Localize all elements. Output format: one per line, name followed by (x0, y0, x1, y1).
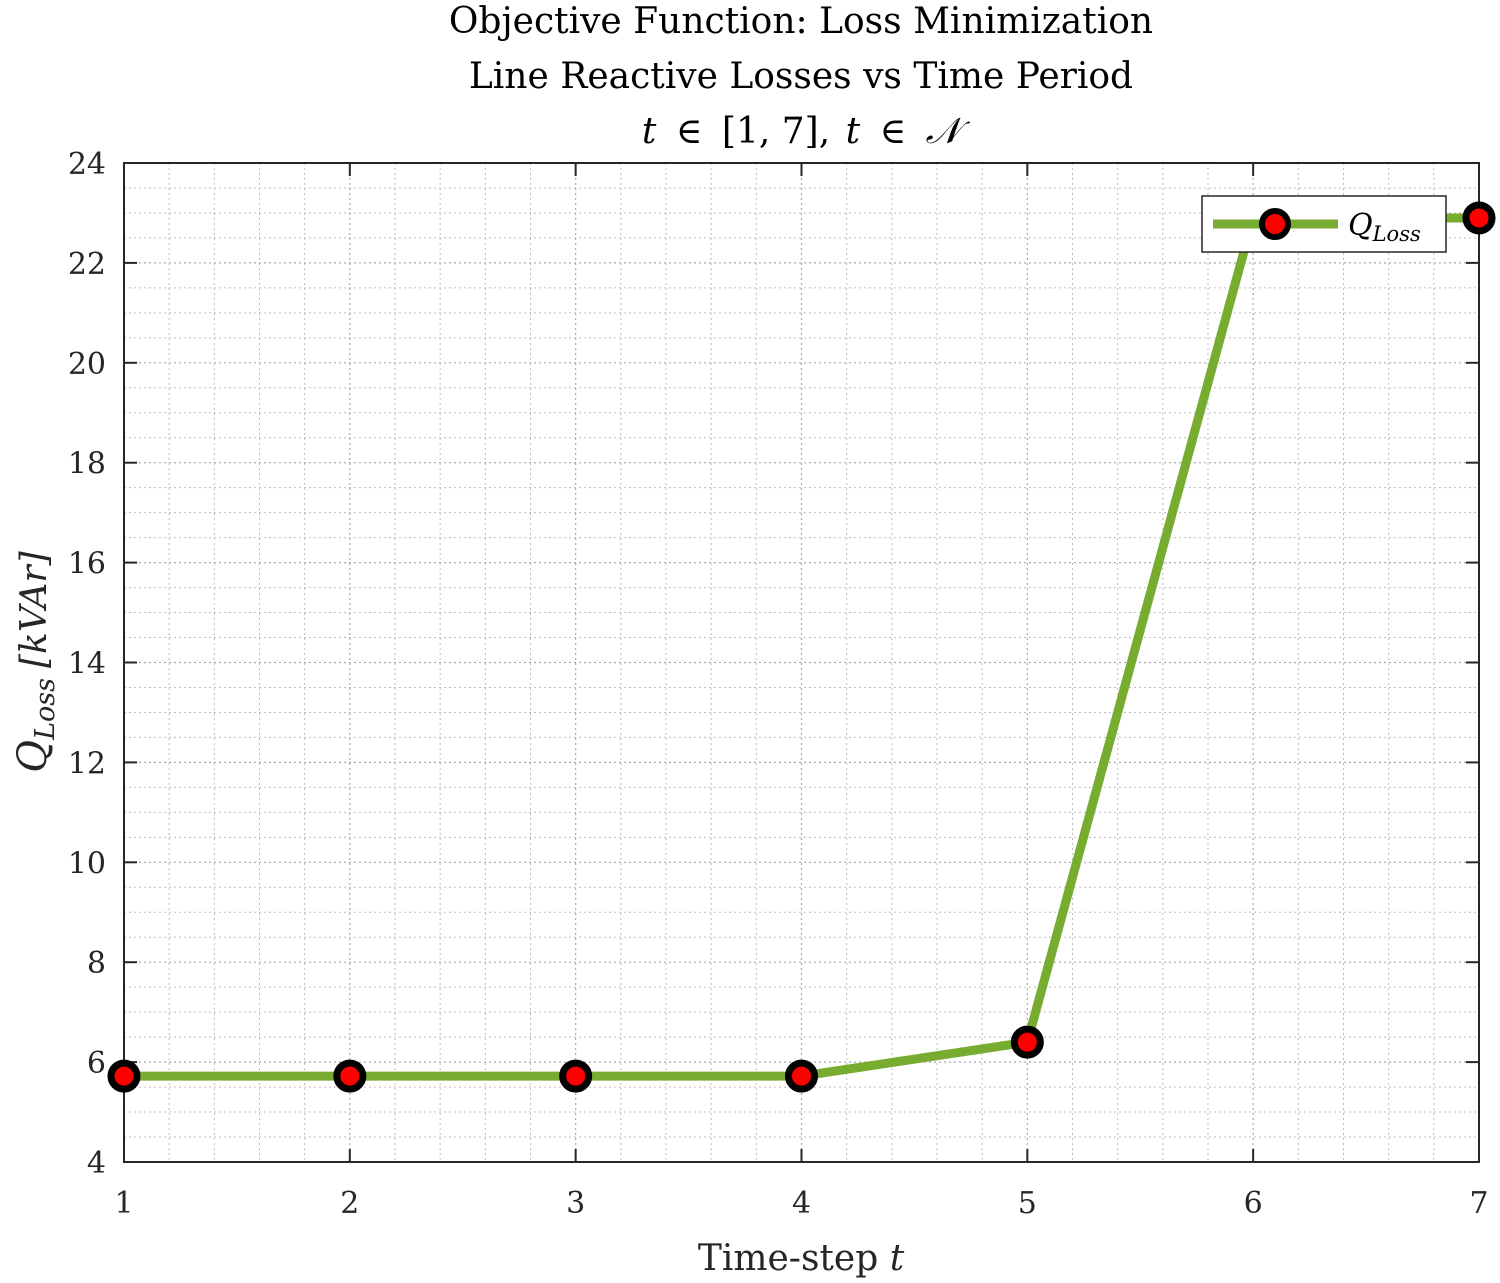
y-tick-label: 18 (68, 447, 106, 482)
title-var-t-2: t (846, 111, 861, 152)
x-tick-label: 1 (114, 1186, 133, 1221)
y-tick-label: 12 (68, 746, 106, 781)
data-point-marker (785, 1059, 818, 1093)
data-point-marker (559, 1059, 593, 1093)
y-tick-label: 14 (68, 647, 106, 682)
x-tick-label: 2 (340, 1186, 359, 1221)
title-in-symbol-2: ∈ (880, 111, 907, 152)
x-tick-label: 6 (1244, 1186, 1263, 1221)
x-tick-label: 4 (792, 1186, 811, 1221)
title-var-t: t (642, 111, 657, 152)
y-tick-label: 4 (87, 1146, 106, 1181)
legend-entry-q-loss: QLoss (1348, 208, 1421, 246)
y-tick-label: 16 (68, 547, 106, 582)
x-tick-label: 5 (1018, 1186, 1037, 1221)
y-tick-labels: 4 6 8 10 12 14 16 18 20 22 24 (68, 147, 106, 1181)
legend-marker (1259, 208, 1291, 240)
x-tick-label: 7 (1469, 1186, 1488, 1221)
y-tick-label: 6 (87, 1046, 106, 1081)
title-set: 𝒩 (926, 111, 971, 152)
chart-title-line-3: t ∈ [1, 7], t ∈ 𝒩 (642, 111, 971, 152)
chart-title-line-1: Objective Function: Loss Minimization (449, 1, 1153, 42)
chart-title-line-2: Line Reactive Losses vs Time Period (469, 56, 1133, 97)
data-point-marker (107, 1059, 141, 1093)
y-tick-label: 24 (68, 147, 106, 182)
y-axis-label: QLoss[kVAr] (10, 550, 61, 772)
x-tick-label: 3 (566, 1186, 585, 1221)
data-point-marker (1010, 1025, 1044, 1059)
x-axis-label: Time-step t (698, 1238, 905, 1279)
x-tick-labels: 1 2 3 4 5 6 7 (114, 1186, 1488, 1221)
data-point-marker (333, 1059, 367, 1093)
plot-frame (123, 162, 1480, 1163)
data-point-marker (1462, 201, 1496, 235)
y-tick-label: 22 (68, 247, 106, 282)
legend: QLoss (1201, 195, 1447, 253)
minor-grid (124, 163, 1479, 1162)
y-tick-label: 8 (87, 946, 106, 981)
title-interval: [1, 7], (722, 111, 830, 152)
y-tick-label: 20 (68, 347, 106, 382)
title-in-symbol: ∈ (676, 111, 703, 152)
y-tick-label: 10 (68, 846, 106, 881)
